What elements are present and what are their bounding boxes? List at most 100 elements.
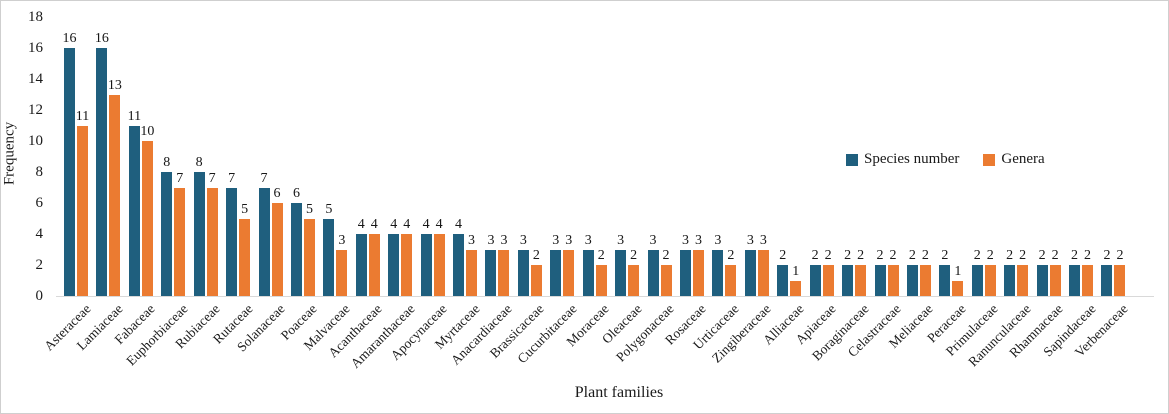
bar-genera	[757, 249, 769, 296]
bar-value-label: 2	[779, 248, 787, 263]
bar-genera	[336, 249, 348, 296]
bar-genera	[1114, 265, 1126, 296]
bar-genera	[77, 125, 88, 296]
bar-value-label: 7	[260, 170, 268, 186]
bar-species-number	[355, 234, 367, 296]
bar-value-label: 16	[94, 31, 109, 46]
legend: Species number Genera	[846, 151, 1045, 168]
bar-genera	[141, 141, 153, 296]
bar-value-label: 2	[824, 248, 832, 263]
bar-value-label: 3	[338, 232, 346, 248]
bar-genera	[271, 203, 283, 296]
bar-value-label: 11	[75, 108, 90, 124]
bar-species-number	[193, 172, 205, 296]
bar-genera	[433, 234, 445, 296]
x-axis-line	[56, 296, 1154, 297]
bar-value-label: 2	[941, 248, 949, 263]
bar-species-number	[1069, 265, 1081, 296]
bar-species-number	[161, 172, 173, 296]
bar-value-label: 5	[305, 201, 313, 217]
bar-genera	[984, 265, 996, 296]
bar-value-label: 4	[403, 217, 411, 232]
bar-value-label: 2	[727, 248, 735, 263]
bar-value-label: 1	[954, 263, 962, 279]
bar-genera	[1049, 265, 1061, 296]
bar-genera	[692, 249, 704, 296]
bar-value-label: 2	[1084, 248, 1092, 263]
legend-label: Species number	[864, 151, 960, 167]
bar-value-label: 2	[889, 248, 897, 263]
bar-species-number	[906, 265, 918, 296]
bar-species-number	[485, 249, 497, 296]
bar-value-label: 5	[241, 201, 249, 217]
bar-species-number	[1101, 265, 1113, 296]
bar-value-label: 3	[649, 232, 657, 248]
bar-value-label: 16	[62, 31, 77, 46]
bar-value-label: 2	[1071, 248, 1079, 263]
y-tick-label: 6	[35, 195, 44, 211]
bar-species-number	[128, 125, 140, 296]
bar-value-label: 3	[565, 232, 573, 248]
bar-genera	[303, 218, 315, 296]
bar-species-number	[323, 218, 335, 296]
bar-species-number	[874, 265, 886, 296]
bar-species-number	[420, 234, 432, 296]
bar-genera	[109, 94, 121, 296]
bar-genera	[595, 265, 607, 296]
bar-genera	[952, 280, 964, 296]
bar-genera	[368, 234, 380, 296]
bar-value-label: 10	[140, 124, 155, 139]
bar-species-number	[1036, 265, 1048, 296]
x-axis-title: Plant families	[574, 384, 664, 401]
bar-value-label: 2	[1019, 248, 1027, 263]
bar-value-label: 3	[519, 232, 527, 248]
bar-value-label: 2	[1103, 248, 1111, 263]
y-axis-title: Frequency	[1, 121, 18, 186]
bar-species-number	[226, 187, 238, 296]
y-tick-label: 12	[28, 102, 43, 118]
legend-swatch-icon	[983, 153, 996, 166]
bar-species-number	[550, 249, 562, 296]
legend-item-genera: Genera	[983, 151, 1045, 168]
bar-value-label: 2	[908, 248, 916, 263]
bar-value-label: 2	[921, 248, 929, 263]
bar-genera	[628, 265, 640, 296]
bar-species-number	[809, 265, 821, 296]
bar-genera	[174, 187, 186, 296]
bar-value-label: 3	[468, 232, 476, 248]
bar-genera	[1082, 265, 1094, 296]
bar-value-label: 3	[584, 232, 592, 248]
bar-value-label: 2	[1116, 248, 1124, 263]
bar-genera	[466, 249, 478, 296]
y-tick-label: 4	[35, 226, 44, 242]
bar-value-label: 5	[325, 201, 333, 217]
y-tick-label: 10	[28, 133, 43, 149]
legend-label: Genera	[1001, 151, 1045, 167]
bar-value-label: 2	[1006, 248, 1014, 263]
bar-value-label: 3	[552, 232, 560, 248]
bar-value-label: 3	[759, 232, 767, 248]
bar-species-number	[647, 249, 659, 296]
bar-species-number	[64, 48, 75, 296]
y-tick-label: 14	[28, 71, 43, 87]
bar-value-label: 3	[487, 232, 495, 248]
bar-value-label: 7	[208, 170, 216, 186]
bar-species-number	[388, 234, 400, 296]
bar-value-label: 4	[357, 217, 365, 232]
bar-value-label: 4	[435, 217, 443, 232]
bar-value-label: 2	[1051, 248, 1059, 263]
bar-species-number	[842, 265, 854, 296]
bar-value-label: 3	[617, 232, 625, 248]
bar-value-label: 11	[127, 108, 142, 124]
bar-genera	[855, 265, 867, 296]
bar-value-label: 2	[857, 248, 865, 263]
bar-value-label: 2	[630, 248, 638, 263]
bar-genera	[563, 249, 575, 296]
bar-genera	[498, 249, 510, 296]
bar-species-number	[939, 265, 951, 296]
bar-value-label: 2	[597, 248, 605, 263]
bar-species-number	[258, 187, 270, 296]
bar-value-label: 4	[370, 217, 378, 232]
bar-value-label: 2	[1038, 248, 1046, 263]
bar-species-number	[582, 249, 594, 296]
